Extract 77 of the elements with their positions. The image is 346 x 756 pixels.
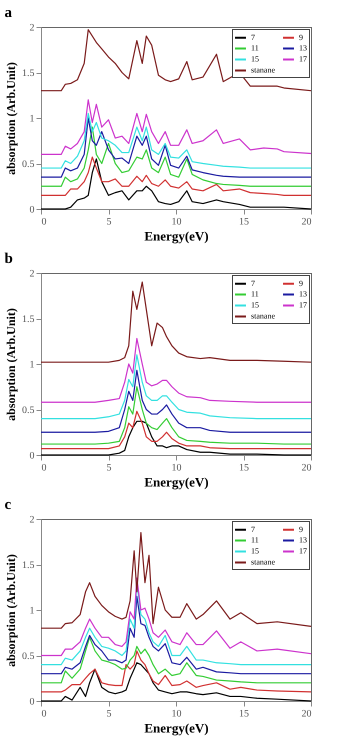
legend-label: stanane [251, 558, 276, 566]
legend-label: 15 [251, 300, 259, 310]
line-series [40, 354, 312, 420]
legend-label: 13 [299, 536, 307, 544]
x-tick-label: 0 [42, 216, 46, 228]
line-series [40, 650, 312, 692]
y-axis-title: absorption (Arb.Unit) [4, 554, 18, 667]
legend-label: 9 [299, 278, 303, 288]
x-tick-label: 5 [106, 462, 112, 474]
legend-label: 15 [251, 54, 259, 64]
chart-title: c [4, 497, 12, 513]
x-tick-label: 20 [302, 216, 312, 228]
x-tick-label: 10 [172, 708, 182, 720]
legend-label: 17 [299, 54, 307, 64]
y-tick-label: 1.5 [22, 560, 34, 571]
legend-label: 13 [299, 44, 307, 52]
legend-label: 7 [251, 278, 255, 288]
line-series [40, 596, 312, 674]
x-tick-label: 15 [239, 462, 249, 474]
x-tick-label: 0 [42, 708, 46, 720]
y-tick-label: 2 [30, 268, 34, 280]
legend-label: 11 [251, 44, 259, 52]
x-tick-label: 5 [106, 216, 112, 228]
y-axis-title: absorption (Arb.Unit) [4, 62, 18, 175]
line-series [40, 410, 312, 450]
legend-label: 17 [299, 300, 307, 310]
x-tick-label: 5 [106, 708, 112, 720]
line-series [40, 117, 312, 178]
line-series [40, 112, 312, 169]
legend-label: stanane [251, 312, 276, 320]
x-tick-label: 10 [172, 462, 182, 474]
y-tick-label: 1 [30, 114, 34, 124]
x-tick-label: 20 [302, 462, 312, 474]
line-series [40, 126, 312, 187]
line-series [40, 282, 312, 363]
y-tick-label: 0 [30, 696, 34, 708]
chart-title: b [4, 251, 13, 267]
legend-label: 13 [299, 290, 307, 298]
line-series [40, 578, 312, 656]
line-series [40, 29, 312, 92]
legend-label: 7 [251, 524, 255, 534]
x-tick-label: 20 [302, 708, 312, 720]
y-axis-title: absorption (Arb.Unit) [4, 308, 18, 421]
line-series [40, 636, 312, 684]
y-tick-label: 2 [30, 514, 34, 526]
x-tick-label: 0 [42, 462, 46, 474]
legend-label: 11 [251, 290, 259, 298]
y-tick-label: 1 [30, 360, 34, 370]
x-axis-title: Energy(eV) [144, 720, 209, 736]
line-series [40, 99, 312, 155]
x-tick-label: 15 [239, 708, 249, 720]
y-tick-label: 2 [30, 22, 34, 34]
y-tick-label: 0.5 [22, 651, 34, 662]
x-axis-title: Energy(eV) [144, 474, 209, 490]
line-series [40, 532, 312, 629]
x-axis-title: Energy(eV) [144, 228, 209, 244]
legend-label: 11 [251, 536, 259, 544]
x-tick-label: 10 [172, 216, 182, 228]
y-tick-label: 0.5 [22, 405, 34, 416]
legend-label: 7 [251, 32, 255, 42]
legend-label: 15 [251, 546, 259, 556]
y-tick-label: 1 [30, 606, 34, 616]
y-tick-label: 1.5 [22, 314, 34, 325]
y-tick-label: 0 [30, 450, 34, 462]
chart-title: a [4, 5, 12, 21]
y-tick-label: 0.5 [22, 159, 34, 170]
legend-label: 9 [299, 524, 303, 534]
legend-label: 9 [299, 32, 303, 42]
line-series [40, 386, 312, 445]
line-series [40, 338, 312, 403]
y-tick-label: 0 [30, 204, 34, 216]
y-tick-label: 1.5 [22, 68, 34, 79]
line-series [40, 156, 312, 196]
line-series [40, 370, 312, 433]
legend-label: stanane [251, 66, 276, 74]
x-tick-label: 15 [239, 216, 249, 228]
legend-label: 17 [299, 546, 307, 556]
